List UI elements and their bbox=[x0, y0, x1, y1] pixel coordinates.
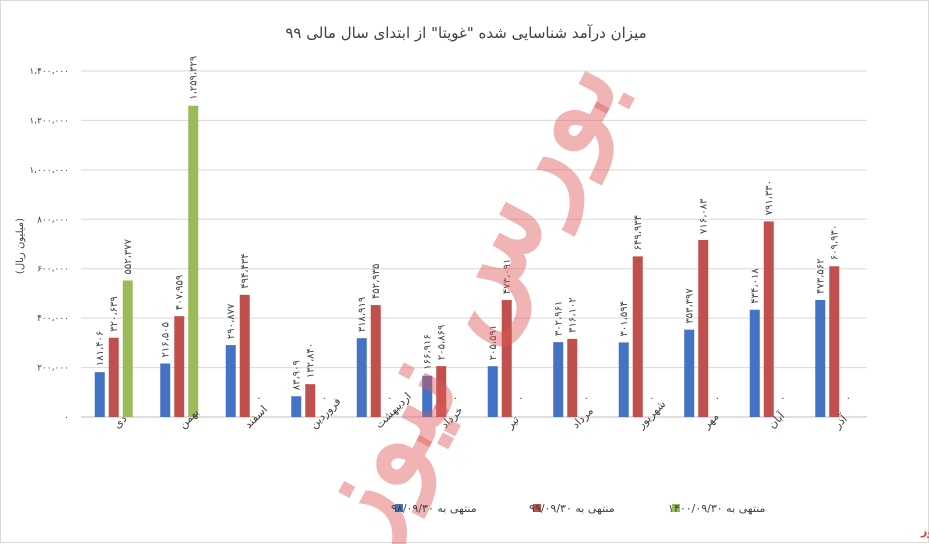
bar bbox=[422, 375, 433, 417]
bar bbox=[749, 309, 760, 417]
data-label: ۲۹۰،۸۷۷ bbox=[226, 303, 237, 339]
data-label: ۴۵۲،۹۳۵ bbox=[371, 264, 382, 299]
chart-title: میزان درآمد شناسایی شده "غویتا" از ابتدا… bbox=[285, 24, 646, 42]
legend-swatch bbox=[672, 504, 680, 512]
data-label: ۴۷۳،۵۶۲ bbox=[815, 258, 826, 293]
bar bbox=[815, 299, 826, 417]
data-label: ۱۸۱،۴۰۶ bbox=[95, 331, 106, 366]
y-tick-label: ۸۰۰،۰۰۰ bbox=[37, 215, 69, 225]
legend-swatch bbox=[395, 504, 403, 512]
watermark: بورس نیوز bbox=[271, 28, 651, 544]
data-label: ۳۲۰،۶۳۹ bbox=[109, 296, 120, 331]
data-label: ۵۵۲،۳۷۷ bbox=[123, 238, 134, 274]
gridlines bbox=[81, 70, 867, 418]
legend: منتهی به ۹۸/۰۹/۳۰ منتهی به ۹۹/۰۹/۳۰ منتهی … bbox=[391, 502, 766, 515]
bar bbox=[632, 256, 643, 417]
data-label: ۰ bbox=[584, 393, 589, 404]
bar bbox=[684, 329, 695, 417]
bar bbox=[356, 338, 367, 417]
bar bbox=[122, 280, 133, 417]
y-tick-label: ۱،۰۰۰،۰۰۰ bbox=[29, 166, 69, 176]
data-label: ۳۱۶،۱۰۲ bbox=[567, 297, 578, 332]
bar bbox=[94, 372, 105, 417]
bar bbox=[487, 366, 498, 417]
data-label: ۴۳۴،۰۱۸ bbox=[750, 268, 761, 304]
data-label: ۰ bbox=[256, 393, 261, 404]
data-label: ۳۰۱،۵۹۴ bbox=[619, 301, 630, 336]
data-label: ۷۹۱،۳۳۰ bbox=[764, 180, 775, 215]
bar bbox=[108, 337, 119, 417]
data-label: ۴۷۳،۰۹۱ bbox=[502, 259, 513, 294]
bar bbox=[305, 384, 316, 417]
data-label: ۰ bbox=[387, 393, 392, 404]
y-tick-label: ۴۰۰،۰۰۰ bbox=[37, 314, 69, 324]
bar bbox=[763, 221, 774, 417]
bar bbox=[370, 305, 381, 417]
data-label: ۰ bbox=[649, 393, 654, 404]
bar bbox=[291, 396, 302, 417]
y-tick-label: ۱،۲۰۰،۰۰۰ bbox=[29, 116, 69, 126]
legend-swatch bbox=[533, 504, 541, 512]
bar bbox=[239, 294, 250, 417]
data-label: ۲۰۵،۸۶۹ bbox=[436, 325, 447, 360]
y-tick-label: ۲۰۰،۰۰۰ bbox=[37, 364, 69, 374]
legend-label: منتهی به ۹۸/۰۹/۳۰ bbox=[391, 502, 477, 515]
data-label: ۴۹۴،۴۳۴ bbox=[240, 253, 251, 288]
y-axis-ticks: ۰ ۲۰۰،۰۰۰ ۴۰۰،۰۰۰ ۶۰۰،۰۰۰ ۸۰۰،۰۰۰ ۱،۰۰۰،۰۰۰ ۱،… bbox=[29, 67, 69, 423]
bar bbox=[501, 300, 512, 417]
bar bbox=[174, 316, 185, 417]
bar bbox=[618, 342, 629, 417]
data-label: ۴۰۷،۹۵۹ bbox=[174, 275, 185, 310]
y-tick-label: ۱،۴۰۰،۰۰۰ bbox=[29, 67, 69, 77]
bar bbox=[698, 240, 709, 417]
y-tick-label: ۰ bbox=[64, 413, 69, 423]
data-label: ۳۱۸،۹۱۹ bbox=[357, 297, 368, 332]
data-label: ۱۶۶،۹۱۶ bbox=[422, 334, 433, 369]
bars bbox=[94, 105, 840, 417]
bar bbox=[160, 363, 171, 417]
data-label: ۱،۲۵۹،۳۲۹ bbox=[188, 56, 199, 100]
source-label: بورس نیوز bbox=[920, 525, 929, 538]
data-label: ۰ bbox=[715, 393, 720, 404]
data-label: ۰ bbox=[846, 393, 851, 404]
bar bbox=[567, 338, 578, 417]
data-label: ۳۵۳،۳۹۷ bbox=[684, 288, 695, 324]
legend-label: منتهی به ۹۹/۰۹/۳۰ bbox=[529, 502, 615, 515]
bar bbox=[225, 345, 236, 417]
data-label: ۰ bbox=[518, 393, 523, 404]
data-label: ۳۰۲،۹۶۱ bbox=[553, 301, 564, 336]
bar bbox=[829, 266, 840, 417]
data-label: ۲۰۵،۵۹۱ bbox=[488, 325, 499, 360]
legend-label: منتهی به ۱۴۰۰/۰۹/۳۰ bbox=[668, 502, 766, 515]
data-label: ۰ bbox=[453, 393, 458, 404]
data-label: ۸۳،۹۰۹ bbox=[291, 360, 302, 390]
data-label: ۶۰۹،۹۳۰ bbox=[829, 225, 840, 260]
data-label: ۷۱۶،۰۸۳ bbox=[698, 198, 709, 234]
bar bbox=[188, 105, 199, 417]
data-label: ۶۴۹،۹۳۴ bbox=[633, 215, 644, 250]
y-tick-label: ۶۰۰،۰۰۰ bbox=[37, 265, 69, 275]
data-label: ۲۱۶،۵۰۵ bbox=[160, 322, 171, 357]
data-label: ۱۳۲،۸۴۰ bbox=[305, 343, 316, 378]
bar bbox=[436, 366, 447, 417]
bar bbox=[553, 342, 564, 417]
y-axis-label: (میلیون ریال) bbox=[15, 218, 26, 274]
data-label: ۰ bbox=[322, 393, 327, 404]
data-label: ۰ bbox=[780, 393, 785, 404]
